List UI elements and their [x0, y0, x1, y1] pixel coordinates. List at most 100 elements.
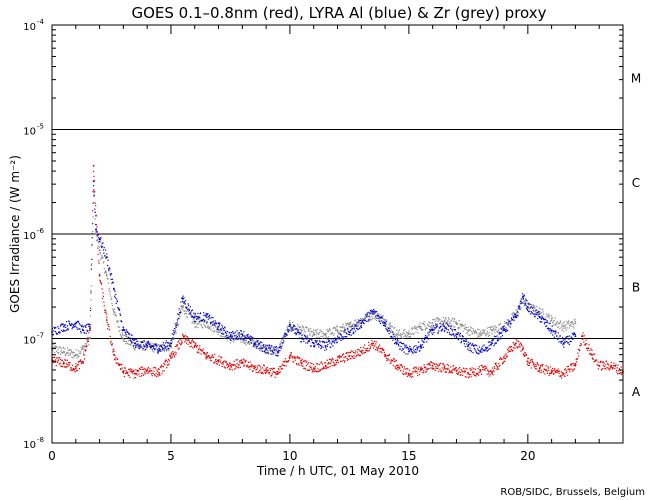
data-point	[536, 313, 538, 316]
data-point	[534, 313, 537, 315]
data-point	[136, 369, 138, 371]
data-point	[173, 332, 176, 335]
data-point	[527, 357, 529, 360]
data-point	[222, 330, 224, 332]
data-point	[504, 321, 506, 323]
data-point	[359, 327, 361, 329]
data-point	[611, 368, 614, 370]
data-point	[315, 331, 317, 333]
data-point	[169, 354, 171, 356]
data-point	[537, 314, 539, 316]
data-point	[534, 368, 537, 370]
data-point	[360, 322, 363, 325]
data-point	[161, 364, 163, 366]
data-point	[301, 329, 303, 331]
data-point	[296, 328, 298, 330]
data-point	[223, 360, 225, 363]
data-point	[610, 361, 612, 364]
data-point	[394, 361, 396, 363]
data-point	[393, 337, 395, 339]
data-point	[110, 298, 112, 301]
data-point	[495, 326, 498, 328]
data-point	[210, 360, 212, 362]
data-point	[276, 355, 278, 357]
data-point	[139, 344, 141, 346]
data-point	[117, 364, 119, 366]
data-point	[429, 328, 431, 331]
data-point	[203, 320, 206, 323]
data-point	[392, 333, 394, 336]
data-point	[358, 321, 360, 323]
data-point	[302, 338, 304, 340]
data-point	[575, 363, 577, 365]
data-point	[402, 370, 404, 372]
data-point	[296, 364, 298, 366]
data-point	[498, 362, 500, 365]
data-point	[259, 341, 262, 343]
data-point	[111, 302, 113, 305]
data-point	[494, 367, 496, 370]
data-point	[255, 345, 257, 347]
data-point	[333, 340, 335, 342]
data-point	[398, 368, 400, 370]
data-point	[326, 329, 328, 331]
data-point	[229, 332, 231, 334]
data-point	[128, 333, 131, 335]
data-point	[99, 253, 101, 255]
data-point	[56, 346, 58, 348]
data-point	[557, 338, 559, 340]
data-point	[150, 345, 152, 347]
data-point	[543, 371, 545, 373]
data-point	[460, 323, 462, 325]
data-point	[416, 370, 418, 372]
data-point	[549, 321, 552, 323]
data-point	[559, 320, 561, 322]
data-point	[270, 375, 272, 377]
data-point	[307, 342, 309, 344]
data-point	[259, 369, 261, 372]
data-point	[566, 366, 568, 368]
data-point	[248, 365, 251, 367]
data-point	[179, 342, 181, 344]
data-point	[131, 334, 133, 336]
data-point	[129, 370, 131, 372]
data-point	[361, 349, 363, 352]
data-point	[479, 334, 481, 336]
data-point	[102, 295, 104, 297]
data-point	[556, 371, 558, 373]
data-point	[76, 370, 78, 372]
data-point	[523, 295, 525, 297]
data-point	[144, 348, 146, 351]
data-point	[516, 347, 519, 349]
data-point	[198, 347, 200, 349]
data-point	[94, 202, 96, 204]
data-point	[394, 335, 397, 337]
data-point	[532, 361, 534, 363]
data-point	[69, 361, 71, 364]
data-point	[373, 308, 375, 311]
data-point	[447, 364, 450, 366]
data-point	[566, 321, 568, 323]
data-point	[348, 355, 350, 357]
data-point	[174, 331, 176, 334]
data-point	[68, 364, 71, 366]
data-point	[131, 339, 134, 341]
data-point	[292, 325, 295, 328]
data-point	[508, 349, 510, 352]
data-point	[265, 369, 267, 371]
data-point	[109, 293, 111, 295]
data-point	[449, 370, 451, 372]
data-point	[419, 346, 421, 349]
data-point	[353, 332, 355, 334]
data-point	[223, 333, 225, 335]
data-point	[218, 364, 221, 366]
data-point	[483, 349, 485, 351]
data-point	[456, 369, 458, 371]
data-point	[340, 360, 342, 363]
data-point	[573, 369, 575, 371]
data-point	[210, 322, 212, 324]
data-point	[272, 367, 275, 370]
data-point	[569, 324, 571, 326]
data-point	[179, 315, 181, 318]
data-point	[250, 336, 252, 338]
